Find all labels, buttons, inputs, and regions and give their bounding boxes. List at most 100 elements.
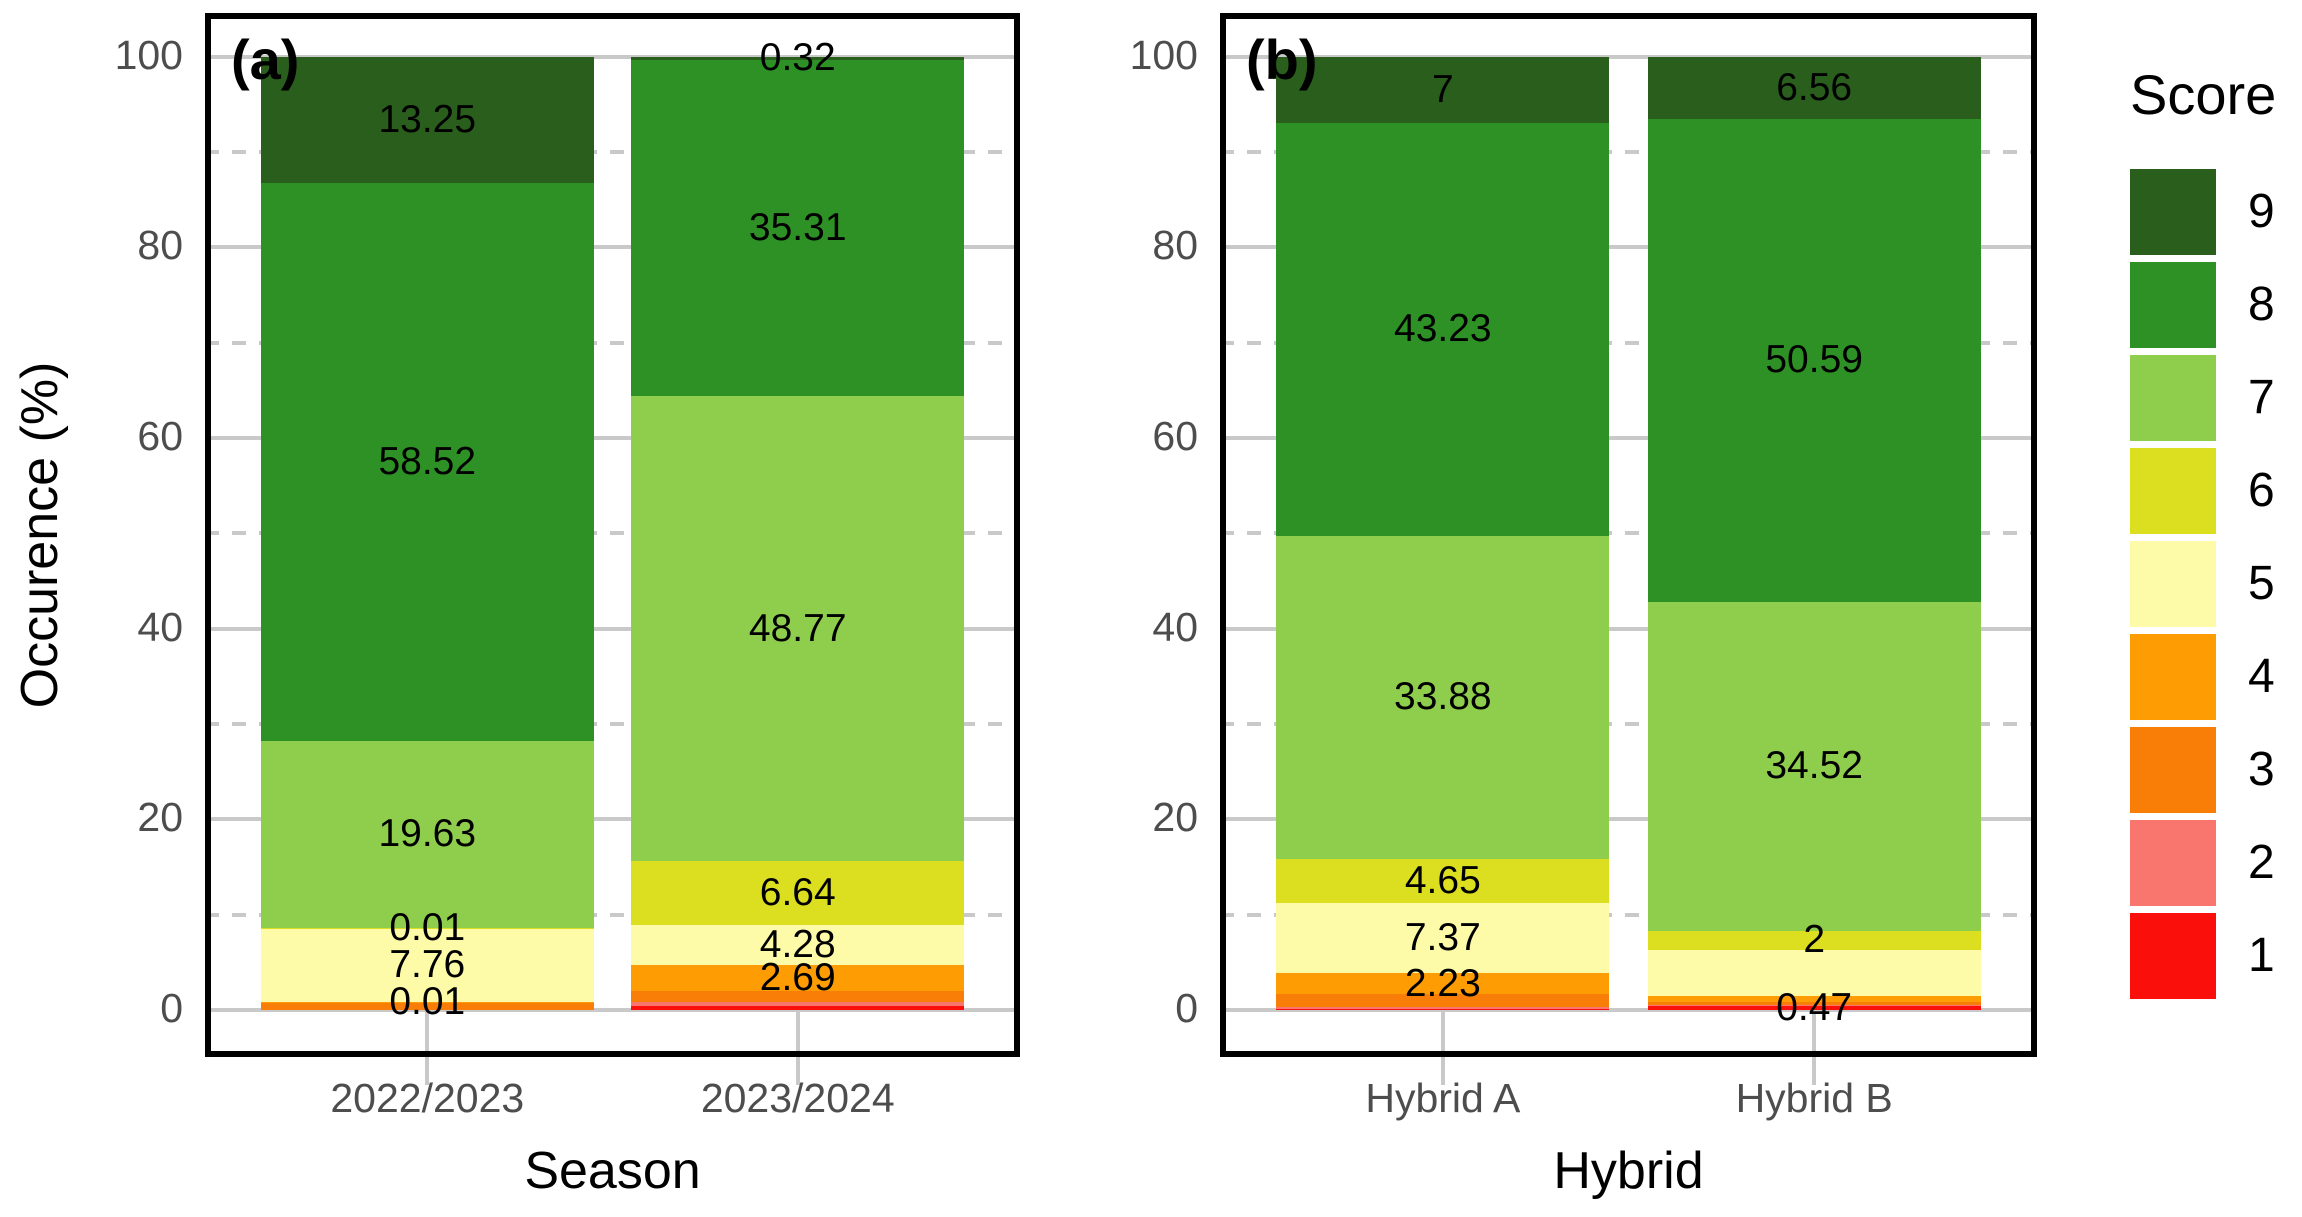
gridline-major [205, 1008, 1020, 1012]
y-tick-label: 60 [137, 413, 183, 460]
legend-item: 9 [2108, 169, 2298, 255]
bar-segment-score-3 [1276, 994, 1610, 1007]
legend-label: 4 [2248, 650, 2275, 703]
gridline-minor [1220, 150, 2037, 155]
legend-swatch [2130, 727, 2216, 813]
bar-value-label: 43.23 [1394, 307, 1492, 351]
gridline-major [205, 54, 1020, 59]
bar-segment-score-5 [1276, 902, 1610, 974]
bar-segment-score-7 [631, 396, 965, 862]
bar-segment-score-3 [1647, 1002, 1981, 1005]
bar-value-label: 6.56 [1776, 65, 1853, 109]
bar-value-label: 4.65 [1404, 858, 1481, 902]
bar-value-label: 7.76 [389, 943, 466, 987]
bar-segment-score-9 [631, 56, 965, 60]
legend-label: 6 [2248, 464, 2275, 517]
legend-swatch [2130, 169, 2216, 255]
bar-segment-score-1 [1276, 1008, 1610, 1010]
panel-tag-b: (b) [1246, 28, 1318, 91]
x-axis-tick [425, 1010, 430, 1085]
gridline-major [205, 817, 1020, 822]
gridline-minor [205, 150, 1020, 155]
bar-segment-score-2 [1647, 1004, 1981, 1006]
bar-segment-score-4 [1276, 973, 1610, 995]
legend-swatch [2130, 541, 2216, 627]
y-tick-label: 80 [137, 222, 183, 269]
x-axis-title: Season [524, 1142, 701, 1200]
bar-value-label: 0.01 [389, 980, 466, 1024]
bar-value-label: 19.63 [378, 812, 477, 856]
legend-item: 1 [2108, 913, 2298, 999]
gridline-minor [205, 531, 1020, 536]
legend-label: 9 [2248, 185, 2275, 238]
bar-value-label: 7 [1431, 68, 1454, 112]
legend-item: 5 [2108, 541, 2298, 627]
bar-segment-score-8 [631, 59, 965, 397]
bar-segment-score-2 [631, 1001, 965, 1007]
legend-swatch [2130, 262, 2216, 348]
panel-b: 0 20 40 60 80 100 2.23 7.37 4.65 33.88 43.23 7 Hybri… [1130, 13, 2037, 1200]
gridline-major [1220, 626, 2037, 631]
bar-value-label: 2 [1803, 918, 1826, 962]
x-axis-tick [795, 1010, 800, 1085]
y-tick-label: 60 [1152, 413, 1198, 460]
bar-value-label: 0.01 [389, 906, 466, 950]
bar-segment-score-6 [1647, 930, 1981, 950]
bar-segment-score-5 [631, 924, 965, 966]
bar-value-label: 33.88 [1394, 675, 1492, 719]
bar-segment-score-5 [1647, 949, 1981, 997]
legend-label: 7 [2248, 371, 2275, 424]
bar-segment-score-7 [1276, 535, 1610, 859]
y-tick-label: 20 [1152, 794, 1198, 841]
gridline-major [1220, 245, 2037, 250]
bar-segment-score-9 [1276, 56, 1610, 124]
legend-swatch [2130, 913, 2216, 999]
gridline-major [1220, 817, 2037, 822]
legend-swatch [2130, 448, 2216, 534]
bar-segment-score-8 [1647, 119, 1981, 602]
gridline-minor [205, 722, 1020, 726]
gridline-minor [205, 912, 1020, 917]
bar-value-label: 7.37 [1404, 915, 1481, 959]
legend-item: 8 [2108, 262, 2298, 348]
gridline-major [1220, 1008, 2037, 1012]
y-tick-label: 40 [1152, 603, 1198, 650]
y-tick-label: 0 [1175, 985, 1198, 1031]
panel-tag-a: (a) [231, 28, 300, 91]
gridline-major [205, 436, 1020, 441]
bar-segment-score-5 [260, 928, 594, 1003]
bar-value-label: 4.28 [759, 922, 836, 966]
gridline-minor [1220, 912, 2037, 917]
bar-segment-score-8 [1276, 123, 1610, 536]
gridline-major [1220, 436, 2037, 441]
bar-segment-score-1 [631, 1006, 965, 1010]
gridline-minor [1220, 722, 2037, 726]
bar-segment-score-2 [1276, 1006, 1610, 1009]
y-tick-label: 0 [160, 985, 183, 1031]
gridline-major [205, 626, 1020, 631]
bar-segment-score-9 [260, 56, 594, 183]
x-tick-label: Hybrid B [1735, 1075, 1893, 1121]
y-tick-label: 100 [1129, 31, 1198, 78]
gridline-minor [1220, 340, 2037, 345]
legend-item: 6 [2108, 448, 2298, 534]
legend-item: 2 [2108, 820, 2298, 906]
y-tick-label: 80 [1152, 222, 1198, 269]
legend-swatch [2130, 634, 2216, 720]
bar-segment-score-3 [260, 1002, 594, 1010]
bar-value-label: 13.25 [378, 97, 477, 141]
x-tick-label: 2022/2023 [330, 1075, 525, 1121]
gridline-major [1220, 54, 2037, 59]
bar-value-label: 48.77 [748, 606, 847, 650]
legend-label: 5 [2248, 557, 2275, 610]
y-tick-label: 40 [137, 603, 183, 650]
x-tick-label: 2023/2024 [700, 1075, 895, 1121]
bar-value-label: 34.52 [1765, 744, 1863, 788]
bar-segment-score-1 [1647, 1005, 1981, 1010]
bar-value-label: 0.32 [759, 36, 836, 80]
legend-label: 8 [2248, 278, 2275, 331]
bar-value-label: 6.64 [759, 870, 836, 914]
legend-swatch [2130, 820, 2216, 906]
bar-value-label: 58.52 [378, 439, 477, 483]
